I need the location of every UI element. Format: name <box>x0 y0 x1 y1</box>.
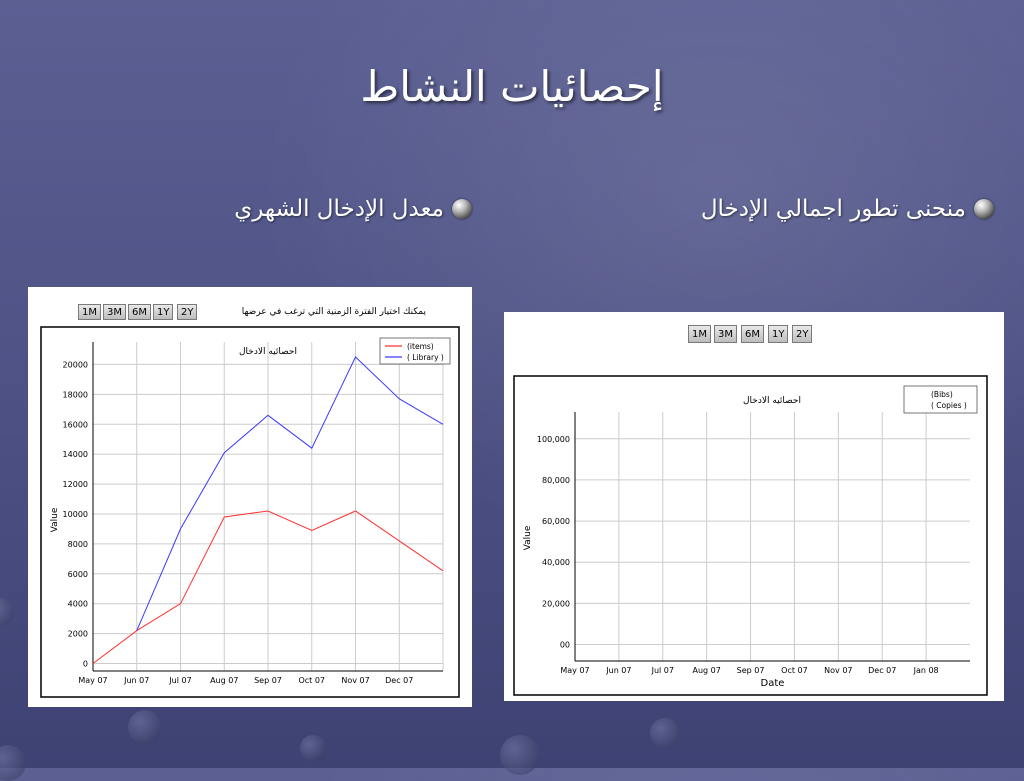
range-button-3m[interactable]: 3M <box>714 325 737 343</box>
bullet-item: منحنى تطور اجمالي الإدخال <box>701 196 994 222</box>
x-tick-label: Jul 07 <box>168 676 191 685</box>
x-tick-label: Jun 07 <box>605 666 631 675</box>
bullet-icon <box>974 199 994 219</box>
x-tick-label: Sep 07 <box>254 676 282 685</box>
x-tick-label: Oct 07 <box>781 666 808 675</box>
chart-frame <box>513 375 988 696</box>
series-line <box>575 521 970 644</box>
legend-label: ( Library ) <box>407 353 444 362</box>
range-button-6m[interactable]: 6M <box>128 304 151 320</box>
legend-label: ( Copies ) <box>931 401 967 410</box>
x-tick-label: May 07 <box>560 666 589 675</box>
range-hint-text: يمكنك اختيار الفترة الزمنية التي ترغب في… <box>241 307 426 317</box>
y-tick-label: 8000 <box>68 540 88 549</box>
y-tick-label: 40,000 <box>542 558 570 567</box>
y-tick-label: 2000 <box>68 630 88 639</box>
y-axis-label: Value <box>50 507 60 532</box>
x-tick-label: Dec 07 <box>385 676 413 685</box>
bullet-text: منحنى تطور اجمالي الإدخال <box>700 196 966 222</box>
range-button-1y[interactable]: 1Y <box>153 304 174 320</box>
x-tick-label: Jul 07 <box>651 666 674 675</box>
y-tick-label: 18000 <box>63 390 88 399</box>
y-tick-label: 00 <box>560 641 570 650</box>
range-button-2y[interactable]: 2Y <box>177 304 198 320</box>
left-chart-panel: 1M 3M 6M 1Y 2Y يمكنك اختيار الفترة الزمن… <box>28 287 472 707</box>
series-line <box>92 510 444 664</box>
y-tick-label: 60,000 <box>542 517 570 526</box>
right-chart-panel: 1M 3M 6M 1Y 2Y احصائيه الادخال May 07 Jun … <box>504 312 1004 701</box>
x-tick-label: Dec 07 <box>868 666 896 675</box>
x-tick-label: Sep 07 <box>737 666 765 675</box>
y-tick-label: 16000 <box>63 420 88 429</box>
background-orb <box>500 735 540 775</box>
legend-label: (Bibs) <box>931 390 953 399</box>
x-tick-label: Nov 07 <box>341 676 369 685</box>
series-line <box>575 418 970 644</box>
series-line <box>136 356 444 631</box>
x-tick-label: Jan 08 <box>913 666 939 675</box>
chart-title: احصائيه الادخال <box>743 396 801 406</box>
range-button-2y[interactable]: 2Y <box>792 325 813 343</box>
range-button-3m[interactable]: 3M <box>103 304 126 320</box>
x-axis-label: Date <box>761 678 785 689</box>
background-orb <box>128 710 162 744</box>
y-tick-label: 20000 <box>63 360 88 369</box>
slide-title: إحصائيات النشاط <box>360 62 664 111</box>
range-button-6m[interactable]: 6M <box>741 325 764 343</box>
y-axis-label: Value <box>523 525 533 550</box>
background-orb <box>300 735 326 761</box>
chart-legend <box>903 385 978 414</box>
background-orb <box>0 598 14 626</box>
background-orb <box>0 745 26 781</box>
bullet-item: معدل الإدخال الشهري <box>234 196 472 222</box>
y-tick-label: 80,000 <box>542 476 570 485</box>
y-tick-label: 14000 <box>63 450 88 459</box>
x-tick-label: Aug 07 <box>692 666 720 675</box>
bullet-icon <box>452 199 472 219</box>
y-tick-label: 20,000 <box>542 599 570 608</box>
chart-frame <box>40 326 460 698</box>
y-tick-label: 4000 <box>68 600 88 609</box>
y-tick-label: 0 <box>83 660 88 669</box>
y-tick-label: 6000 <box>68 570 88 579</box>
x-tick-label: Oct 07 <box>298 676 325 685</box>
x-tick-label: Nov 07 <box>824 666 852 675</box>
x-tick-label: May 07 <box>78 676 107 685</box>
range-button-1m[interactable]: 1M <box>688 325 711 343</box>
right-line-chart: احصائيه الادخال May 07 Jun 07 Jul 07 Aug 07 S… <box>513 375 988 696</box>
background-orb <box>650 718 680 748</box>
x-tick-label: Jun 07 <box>123 676 149 685</box>
range-button-1y[interactable]: 1Y <box>768 325 789 343</box>
legend-label: (items) <box>407 342 434 351</box>
x-tick-label: Aug 07 <box>210 676 238 685</box>
bullet-text: معدل الإدخال الشهري <box>234 196 444 222</box>
y-tick-label: 12000 <box>63 480 88 489</box>
range-button-1m[interactable]: 1M <box>78 304 101 320</box>
y-tick-label: 100,000 <box>537 435 570 444</box>
y-tick-label: 10000 <box>63 510 88 519</box>
chart-legend <box>379 337 451 365</box>
